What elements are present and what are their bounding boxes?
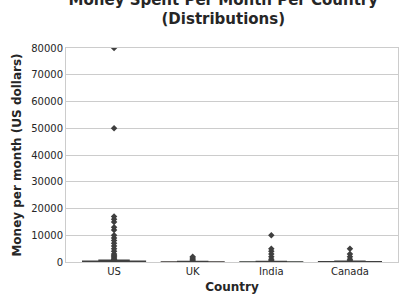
- svg-text:Canada: Canada: [331, 266, 369, 277]
- svg-text:60000: 60000: [31, 96, 63, 107]
- svg-text:India: India: [259, 266, 284, 277]
- svg-text:80000: 80000: [31, 43, 63, 54]
- svg-text:20000: 20000: [31, 203, 63, 214]
- svg-text:70000: 70000: [31, 69, 63, 80]
- svg-text:50000: 50000: [31, 123, 63, 134]
- svg-text:Country: Country: [205, 280, 259, 294]
- svg-text:US: US: [107, 266, 121, 277]
- svg-text:10000: 10000: [31, 230, 63, 241]
- svg-text:Money per month (US dollars): Money per month (US dollars): [10, 53, 24, 256]
- svg-text:0: 0: [57, 257, 63, 268]
- svg-text:30000: 30000: [31, 176, 63, 187]
- svg-text:Money Spent Per Month Per Coun: Money Spent Per Month Per Country(Distri…: [69, 0, 379, 28]
- svg-text:UK: UK: [186, 266, 200, 277]
- svg-text:40000: 40000: [31, 150, 63, 161]
